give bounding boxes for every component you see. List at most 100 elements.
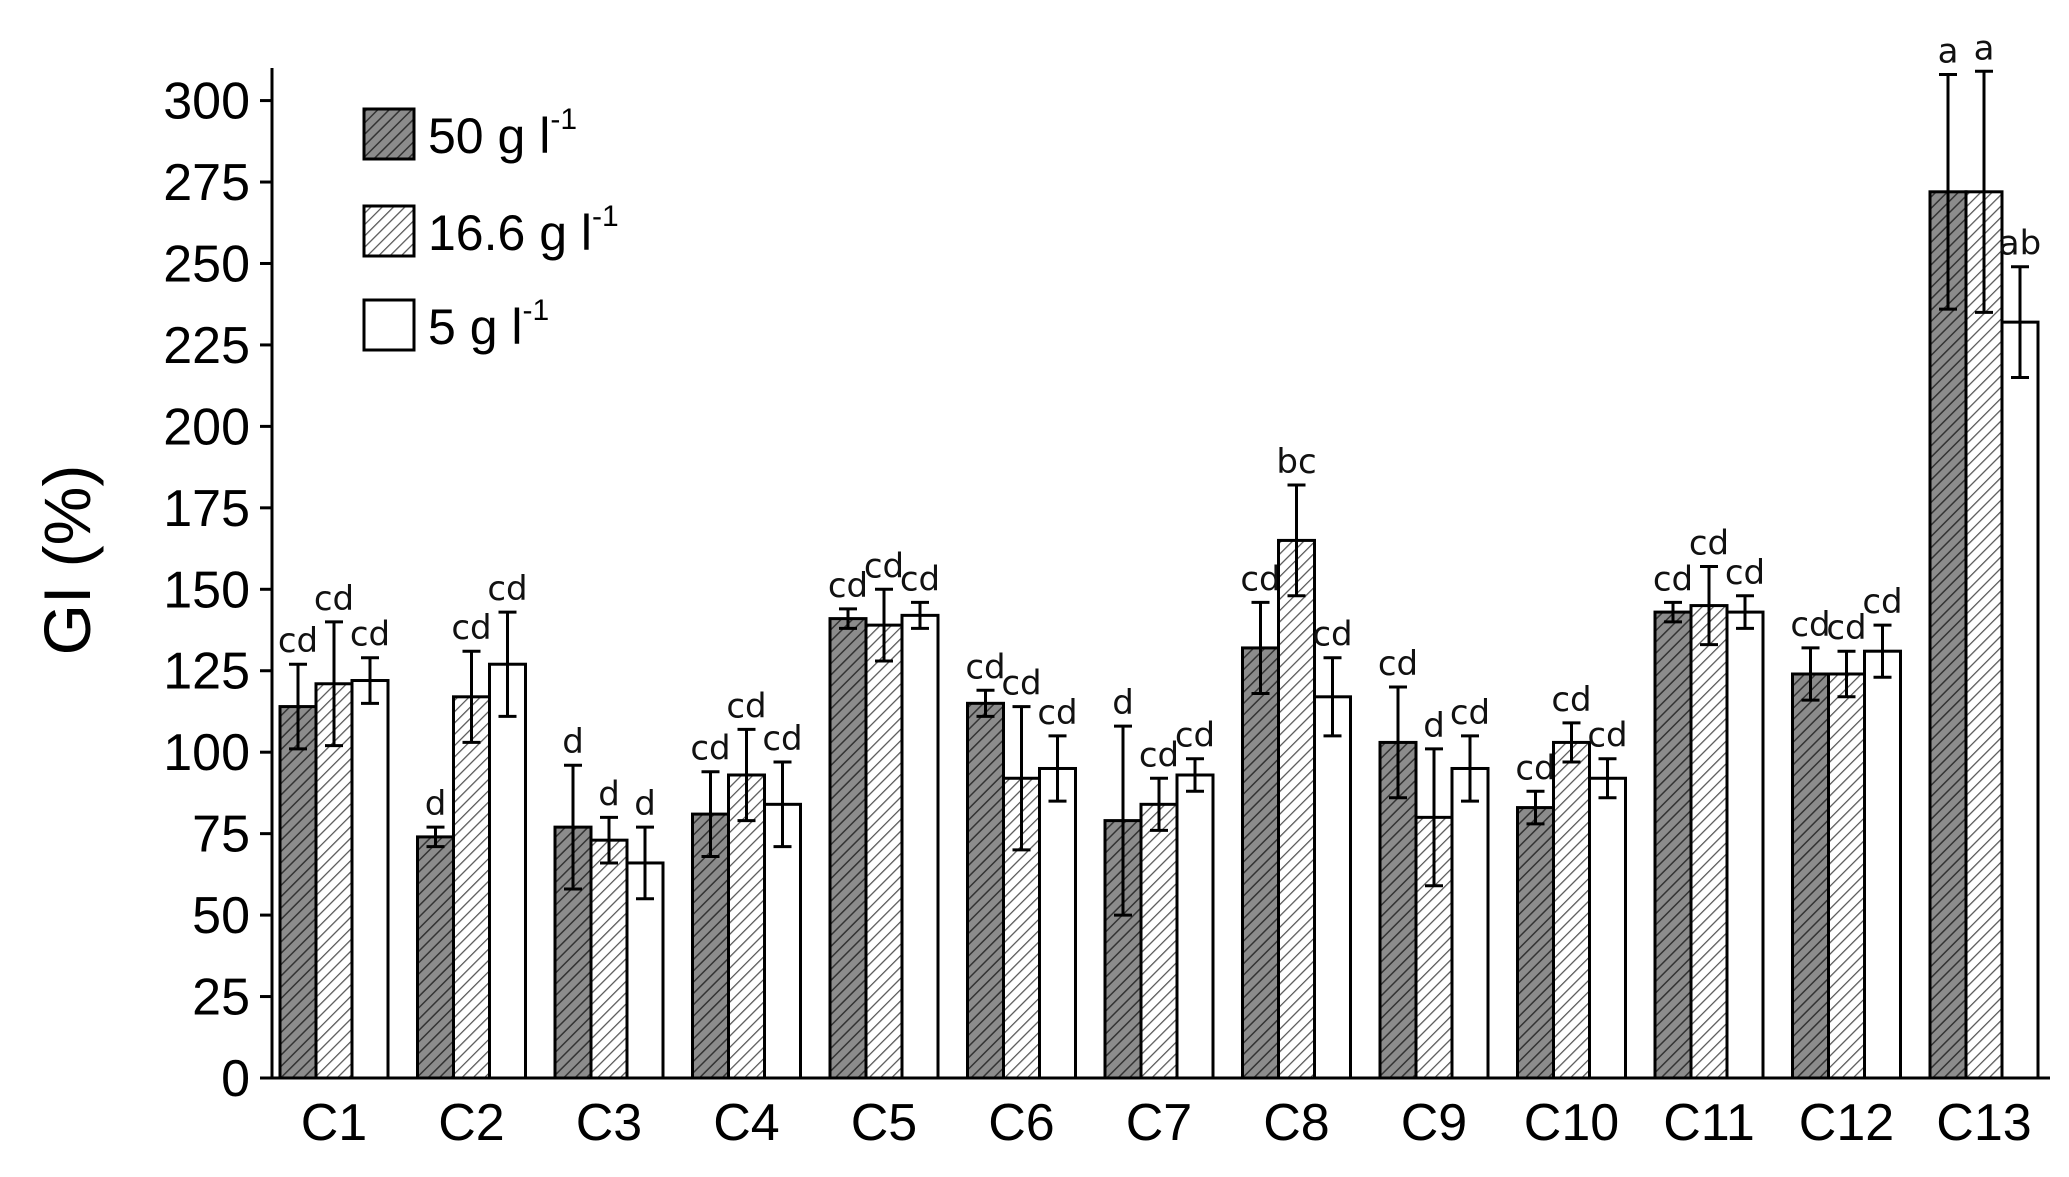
x-tick-label-c11: C11: [1663, 1094, 1755, 1152]
y-tick-label-150: 150: [163, 561, 250, 619]
sig-label-c1-series-2: cd: [314, 579, 354, 619]
x-tick-label-c12: C12: [1799, 1094, 1894, 1152]
x-tick-label-c5: C5: [851, 1094, 917, 1152]
bar-c4-series-3: [763, 802, 802, 1080]
sig-label-c2-series-1: d: [425, 784, 447, 824]
bar-c12-series-3: [1863, 649, 1902, 1080]
bar-c5-series-2: [864, 623, 904, 1080]
legend-item-50: 50 g l-1: [362, 103, 577, 164]
sig-label-c9-series-3: cd: [1450, 693, 1490, 733]
sig-label-c10-series-1: cd: [1515, 748, 1555, 788]
legend: 50 g l-1 16.6 g l-1 5 g l-1: [362, 103, 619, 355]
sig-label-c9-series-1: cd: [1378, 644, 1418, 684]
sig-label-c8-series-2: bc: [1276, 442, 1316, 482]
bar-c8-series-3: [1313, 695, 1352, 1080]
sig-label-c13-series-2: a: [1974, 28, 1995, 68]
legend-label-5: 5 g l-1: [428, 294, 549, 355]
bar-c12-series-1: [1791, 672, 1830, 1080]
sig-label-c7-series-1: d: [1112, 683, 1134, 723]
sig-label-c11-series-1: cd: [1653, 559, 1693, 599]
bar-c11-series-1: [1653, 610, 1693, 1080]
bar-c5-series-3: [900, 613, 940, 1080]
y-tick-label-0: 0: [221, 1050, 250, 1108]
legend-item-16-6: 16.6 g l-1: [362, 200, 619, 261]
sig-label-c6-series-3: cd: [1037, 693, 1077, 733]
y-axis-title: GI (%): [30, 465, 104, 656]
y-tick-label-125: 125: [163, 643, 250, 701]
bar-c10-series-2: [1552, 740, 1591, 1080]
bar-c7-series-2: [1139, 802, 1179, 1080]
sig-label-c10-series-3: cd: [1587, 716, 1627, 756]
x-tick-label-c6: C6: [988, 1094, 1054, 1152]
sig-label-c3-series-3: d: [634, 784, 656, 824]
bar-c12-series-2: [1827, 672, 1866, 1080]
bar-c8-series-1: [1241, 646, 1280, 1080]
bar-c1-series-3: [350, 679, 390, 1080]
bar-c13-series-1: [1928, 190, 1968, 1080]
bar-c2-series-3: [488, 662, 527, 1080]
sig-label-c3-series-2: d: [598, 774, 620, 814]
y-tick-label-300: 300: [163, 73, 250, 131]
sig-label-c11-series-2: cd: [1689, 523, 1729, 563]
legend-label-16-6: 16.6 g l-1: [428, 200, 619, 261]
bar-c6-series-1: [966, 701, 1005, 1080]
sig-label-c5-series-3: cd: [900, 559, 940, 599]
sig-label-c6-series-2: cd: [1001, 664, 1041, 704]
bar-c2-series-2: [452, 695, 491, 1080]
x-tick-label-c7: C7: [1126, 1094, 1192, 1152]
x-tick-label-c1: C1: [301, 1094, 367, 1152]
y-tick-label-225: 225: [163, 317, 250, 375]
bar-c6-series-3: [1038, 766, 1077, 1080]
y-tick-label-75: 75: [192, 806, 250, 864]
bar-c2-series-1: [416, 835, 455, 1080]
x-tick-label-c4: C4: [713, 1094, 779, 1152]
sig-label-c2-series-3: cd: [487, 569, 527, 609]
bar-c5-series-1: [828, 617, 868, 1080]
bar-c3-series-2: [589, 838, 629, 1080]
y-tick-label-50: 50: [192, 887, 250, 945]
bar-c13-series-2: [1964, 190, 2004, 1080]
x-tick-label-c9: C9: [1401, 1094, 1467, 1152]
sig-label-c8-series-3: cd: [1312, 615, 1352, 655]
sig-label-c7-series-3: cd: [1175, 716, 1215, 756]
sig-label-c10-series-2: cd: [1551, 680, 1591, 720]
sig-label-c6-series-1: cd: [965, 647, 1005, 687]
bar-c9-series-3: [1450, 766, 1490, 1080]
y-tick-label-100: 100: [163, 724, 250, 782]
sig-label-c12-series-2: cd: [1826, 608, 1866, 648]
bar-c11-series-3: [1725, 610, 1765, 1080]
sig-label-c4-series-3: cd: [762, 719, 802, 759]
y-tick-label-250: 250: [163, 235, 250, 293]
sig-label-c4-series-1: cd: [690, 729, 730, 769]
sig-label-c11-series-3: cd: [1725, 553, 1765, 593]
x-tick-label-c10: C10: [1524, 1094, 1619, 1152]
legend-item-5: 5 g l-1: [362, 294, 549, 355]
bar-c7-series-3: [1175, 773, 1215, 1080]
legend-swatch-50: [362, 107, 416, 161]
x-tick-label-c13: C13: [1936, 1094, 2031, 1152]
legend-swatch-5: [362, 298, 416, 352]
sig-label-c2-series-2: cd: [451, 608, 491, 648]
legend-swatch-16-6: [362, 204, 416, 258]
bar-c10-series-3: [1588, 776, 1627, 1080]
sig-label-c5-series-1: cd: [828, 566, 868, 606]
bar-c10-series-1: [1516, 806, 1555, 1080]
sig-label-c9-series-2: d: [1423, 706, 1445, 746]
y-tick-label-175: 175: [163, 480, 250, 538]
bar-c13-series-3: [2000, 320, 2040, 1080]
sig-label-c12-series-3: cd: [1862, 582, 1902, 622]
sig-label-c5-series-2: cd: [864, 546, 904, 586]
sig-label-c12-series-1: cd: [1790, 605, 1830, 645]
x-tick-label-c3: C3: [576, 1094, 642, 1152]
y-tick-label-25: 25: [192, 969, 250, 1027]
sig-label-c1-series-3: cd: [350, 615, 390, 655]
sig-label-c4-series-2: cd: [726, 686, 766, 726]
sig-label-c3-series-1: d: [562, 722, 584, 762]
x-tick-label-c8: C8: [1263, 1094, 1329, 1152]
bar-c1-series-1: [278, 705, 318, 1080]
sig-label-c8-series-1: cd: [1240, 559, 1280, 599]
bar-c11-series-2: [1689, 604, 1729, 1080]
legend-label-50: 50 g l-1: [428, 103, 577, 164]
